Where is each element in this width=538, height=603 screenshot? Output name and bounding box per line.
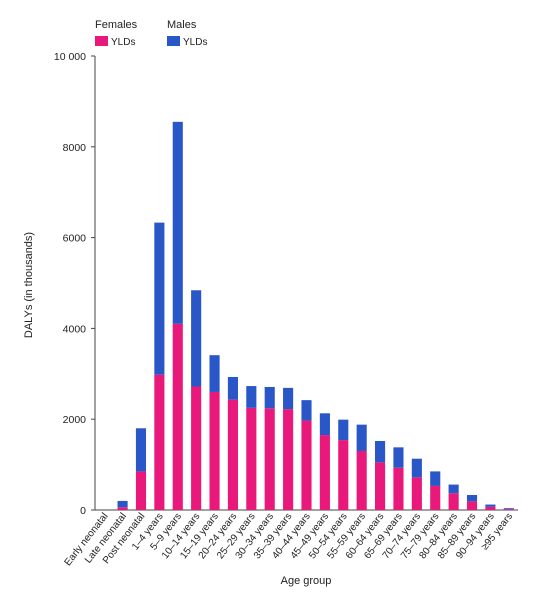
legend-label-females-ylds: YLDs <box>111 37 135 48</box>
bar-segment-females <box>485 506 496 510</box>
bar-segment-females <box>301 420 312 510</box>
bar-segment-females <box>503 509 514 510</box>
bar-segment-males <box>209 355 220 392</box>
legend-title-males: Males <box>167 19 197 31</box>
bar-segment-females <box>209 391 220 510</box>
y-tick-label: 8000 <box>63 142 87 154</box>
bar-segment-females <box>227 399 238 510</box>
bar-segment-females <box>466 501 478 510</box>
legend-title-females: Females <box>95 19 138 31</box>
bar-segment-males <box>227 376 238 400</box>
bar-segment-males <box>246 386 257 408</box>
bar-segment-females <box>319 435 330 510</box>
bar-segment-males <box>319 413 330 436</box>
bar-segment-males <box>466 495 478 502</box>
bar-segment-females <box>430 485 441 510</box>
bar-segment-females <box>375 462 386 510</box>
bar-segment-males <box>338 419 349 441</box>
bar-segment-females <box>191 386 202 510</box>
legend: Females YLDs Males YLDs <box>95 19 207 48</box>
x-axis-label: Age group <box>281 575 332 587</box>
y-tick-label: 10 000 <box>54 51 86 63</box>
bar-segment-females <box>338 440 349 510</box>
bar-segment-females <box>283 409 294 510</box>
legend-label-males-ylds: YLDs <box>183 37 207 48</box>
bar-segment-males <box>117 500 128 508</box>
bar-segment-females <box>411 477 422 510</box>
bar-segment-males <box>430 471 441 486</box>
bar-segment-males <box>448 484 459 494</box>
bar-segment-females <box>393 467 404 510</box>
y-tick-label: 6000 <box>63 233 87 245</box>
bar-segment-males <box>264 386 275 409</box>
bar-segment-females <box>172 323 183 510</box>
legend-swatch-females-ylds <box>95 36 108 46</box>
bar-segment-females <box>264 408 275 510</box>
bar-segment-females <box>448 493 459 510</box>
bar-segment-males <box>485 504 496 507</box>
legend-swatch-males-ylds <box>167 36 180 46</box>
bar-segment-males <box>375 440 386 463</box>
bar-segment-males <box>172 121 183 324</box>
y-tick-label: 0 <box>80 505 86 517</box>
bar-segment-females <box>356 450 367 510</box>
y-tick-label: 2000 <box>63 414 87 426</box>
bar-segment-females <box>154 374 165 510</box>
bar-segment-males <box>301 400 312 421</box>
bar-segment-males <box>283 387 294 410</box>
y-axis-ticks: 0 2000 4000 6000 8000 10 000 <box>54 51 95 517</box>
bar-segment-males <box>356 424 367 451</box>
bar-segment-females <box>117 507 128 510</box>
bar-segment-males <box>411 458 422 478</box>
bar-segment-males <box>191 290 202 387</box>
bar-segment-males <box>154 222 165 375</box>
bar-segment-females <box>135 471 147 510</box>
bars <box>117 121 514 510</box>
y-tick-label: 4000 <box>63 323 87 335</box>
bar-segment-males <box>503 508 514 510</box>
y-axis-label: DALYs (in thousands) <box>23 232 35 338</box>
bar-segment-females <box>246 407 257 510</box>
bar-segment-males <box>393 447 404 468</box>
bar-segment-males <box>135 428 147 472</box>
